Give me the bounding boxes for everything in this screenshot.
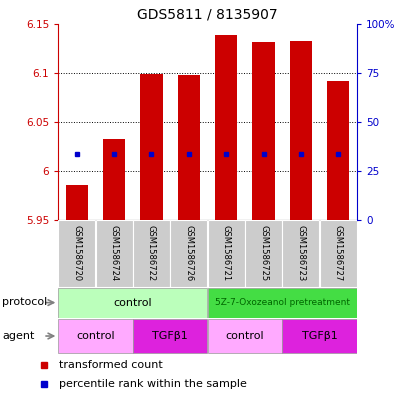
Text: GSM1586723: GSM1586723 <box>296 225 305 282</box>
Text: GSM1586720: GSM1586720 <box>72 226 81 281</box>
Text: TGFβ1: TGFβ1 <box>302 331 337 341</box>
Text: control: control <box>113 298 152 308</box>
Title: GDS5811 / 8135907: GDS5811 / 8135907 <box>137 7 278 21</box>
Bar <box>215 35 237 220</box>
Text: agent: agent <box>2 331 34 341</box>
Bar <box>178 75 200 220</box>
Bar <box>140 74 163 220</box>
Bar <box>66 185 88 220</box>
Text: percentile rank within the sample: percentile rank within the sample <box>59 379 247 389</box>
Bar <box>133 319 208 353</box>
Text: GSM1586724: GSM1586724 <box>110 226 119 281</box>
Bar <box>282 319 357 353</box>
Text: transformed count: transformed count <box>59 360 163 370</box>
Bar <box>133 220 170 287</box>
Bar <box>245 220 282 287</box>
Text: protocol: protocol <box>2 297 47 307</box>
Bar <box>103 139 125 220</box>
Bar <box>252 42 275 220</box>
Text: control: control <box>225 331 264 341</box>
Bar <box>208 220 245 287</box>
Text: GSM1586722: GSM1586722 <box>147 226 156 281</box>
Bar <box>208 288 357 318</box>
Bar <box>208 319 282 353</box>
Bar <box>327 81 349 220</box>
Bar <box>290 41 312 220</box>
Text: GSM1586725: GSM1586725 <box>259 226 268 281</box>
Bar <box>58 288 208 318</box>
Bar <box>320 220 357 287</box>
Bar <box>95 220 133 287</box>
Text: TGFβ1: TGFβ1 <box>152 331 188 341</box>
Text: 5Z-7-Oxozeanol pretreatment: 5Z-7-Oxozeanol pretreatment <box>215 298 350 307</box>
Text: GSM1586727: GSM1586727 <box>334 225 343 282</box>
Text: GSM1586721: GSM1586721 <box>222 226 231 281</box>
Bar <box>282 220 320 287</box>
Text: control: control <box>76 331 115 341</box>
Text: GSM1586726: GSM1586726 <box>184 225 193 282</box>
Bar <box>170 220 208 287</box>
Bar <box>58 220 95 287</box>
Bar <box>58 319 133 353</box>
